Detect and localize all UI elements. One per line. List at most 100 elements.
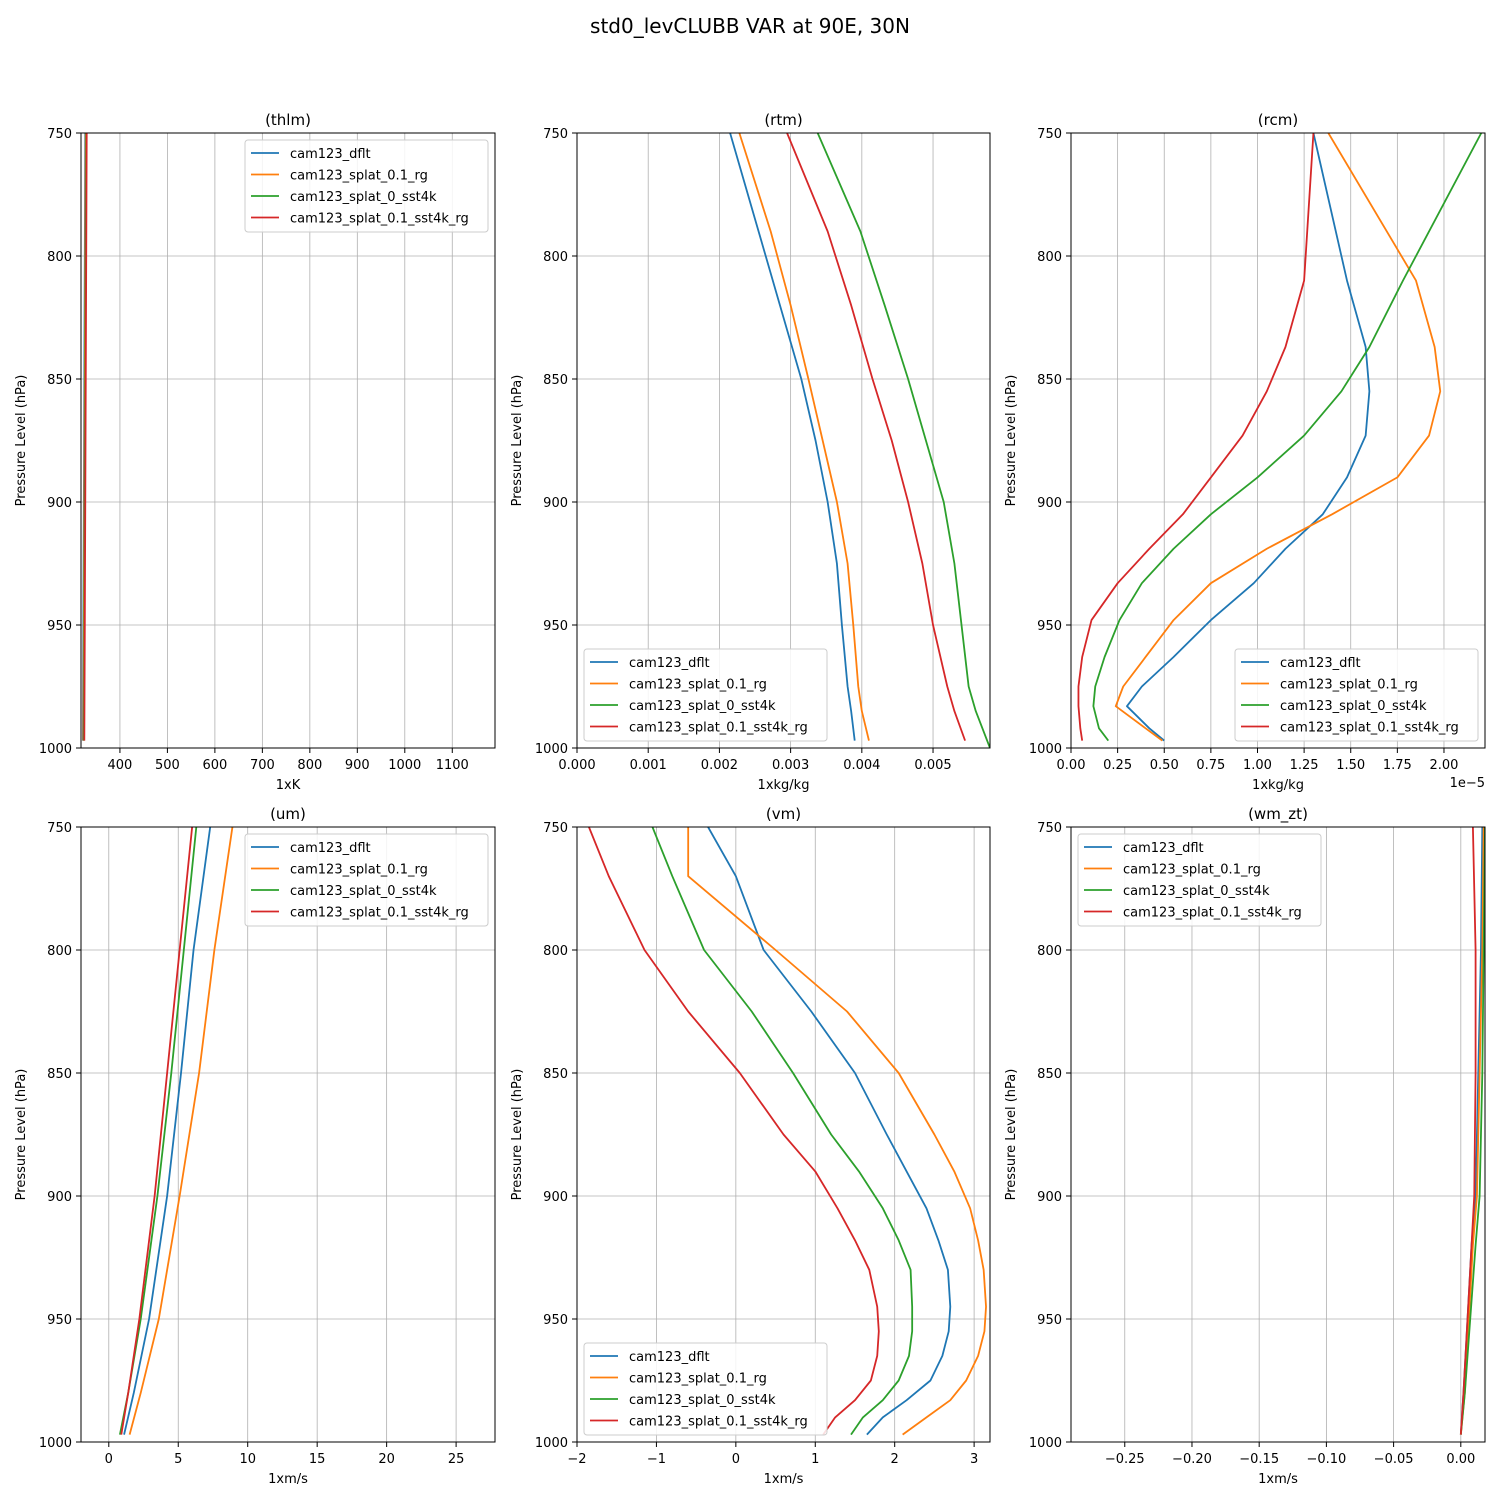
y-tick-label: 1000 (39, 742, 72, 757)
subplot-title: (wm_zt) (1248, 805, 1308, 824)
x-tick-label: 600 (202, 758, 227, 773)
legend-entry: cam123_splat_0.1_sst4k_rg (629, 721, 808, 736)
x-tick-label: 1 (811, 1452, 819, 1467)
series-line-cam123_splat_0.1_sst4k_rg (1459, 827, 1477, 1435)
legend-box (583, 648, 828, 742)
x-tick-label: 0.002 (701, 758, 738, 773)
axes-frame (1070, 826, 1486, 1443)
subplot-title: (rcm) (1258, 111, 1298, 129)
legend-entry: cam123_splat_0_sst4k (1280, 699, 1427, 714)
x-tick-label: 15 (309, 1452, 326, 1467)
y-tick-label: 750 (1037, 821, 1062, 836)
y-axis-label: Pressure Level (hPa) (1004, 375, 1019, 507)
x-tick-label: 700 (250, 758, 275, 773)
subplot-title: (rtm) (764, 111, 802, 129)
series-line-cam123_dflt (707, 827, 952, 1436)
series-line-cam123_splat_0_sst4k (651, 827, 914, 1436)
y-tick-label: 800 (543, 250, 568, 265)
legend-entry: cam123_dflt (629, 1350, 710, 1365)
x-tick-label: 0.50 (1150, 758, 1179, 773)
legend-entry: cam123_splat_0.1_rg (290, 863, 428, 878)
y-tick-label: 750 (543, 127, 568, 142)
series-line-cam123_splat_0_sst4k (1459, 827, 1485, 1435)
y-axis-label: Pressure Level (hPa) (1004, 1069, 1019, 1201)
legend-entry: cam123_splat_0.1_rg (629, 1372, 767, 1387)
y-tick-label: 900 (1037, 496, 1062, 511)
figure-title: std0_levCLUBB VAR at 90E, 30N (590, 14, 910, 38)
legend-entry: cam123_dflt (290, 147, 371, 162)
y-tick-label: 1000 (39, 1436, 72, 1451)
y-tick-label: 900 (47, 1190, 72, 1205)
legend-entry: cam123_dflt (290, 841, 371, 856)
x-tick-label: 0.25 (1103, 758, 1132, 773)
legend: cam123_dflt cam123_splat_0.1_rg cam123_spl… (1077, 833, 1322, 927)
legend-entry: cam123_splat_0_sst4k (290, 190, 437, 205)
x-tick-label: 0.000 (558, 758, 595, 773)
x-tick-label: −0.25 (1105, 1452, 1145, 1467)
y-axis-label: Pressure Level (hPa) (510, 375, 525, 507)
series-line-cam123_splat_0_sst4k (1092, 133, 1483, 742)
x-tick-label: −1 (647, 1452, 666, 1467)
y-tick-label: 850 (543, 1067, 568, 1082)
x-tick-label: 0.005 (914, 758, 951, 773)
x-tick-label: 10 (239, 1452, 256, 1467)
axes-frame (576, 826, 991, 1443)
x-tick-label: 500 (155, 758, 180, 773)
legend-entry: cam123_splat_0.1_sst4k_rg (290, 906, 469, 921)
x-axis-label: 1xkg/kg (758, 778, 810, 793)
legend-entry: cam123_splat_0.1_rg (629, 678, 767, 693)
x-offset-text: 1e−5 (1450, 776, 1485, 791)
y-tick-label: 750 (47, 821, 72, 836)
x-tick-label: 800 (297, 758, 322, 773)
series-line-cam123_splat_0.1_rg (1114, 133, 1442, 742)
x-tick-label: 0 (105, 1452, 113, 1467)
subplot-rtm: 0.000 0.001 0.002 0.003 0.004 0.005 750 800 850 9… (510, 111, 991, 793)
y-tick-label: 800 (543, 944, 568, 959)
y-tick-label: 750 (47, 127, 72, 142)
series-line-cam123_splat_0.1_sst4k_rg (1077, 133, 1315, 741)
legend: cam123_dflt cam123_splat_0.1_rg cam123_spl… (583, 1342, 828, 1436)
legend-entry: cam123_splat_0.1_rg (1280, 678, 1418, 693)
y-tick-label: 750 (1037, 127, 1062, 142)
y-tick-label: 900 (543, 1190, 568, 1205)
y-tick-label: 950 (47, 619, 72, 634)
x-tick-label: 1100 (436, 758, 469, 773)
subplot-vm: −2 −1 0 1 2 3 750 800 850 900 950 1000 1xm/s Pressure… (510, 805, 991, 1487)
y-tick-label: 900 (543, 496, 568, 511)
series-line-cam123_splat_0_sst4k (816, 133, 990, 748)
x-tick-label: 0.003 (772, 758, 809, 773)
axes-frame (80, 826, 496, 1443)
y-tick-label: 1000 (1029, 742, 1062, 757)
x-tick-label: 25 (448, 1452, 465, 1467)
x-tick-label: 20 (378, 1452, 395, 1467)
legend-entry: cam123_splat_0_sst4k (290, 884, 437, 899)
y-tick-label: 950 (1037, 1313, 1062, 1328)
y-tick-label: 1000 (1029, 1436, 1062, 1451)
y-tick-label: 850 (543, 373, 568, 388)
series-line-cam123_splat_0.1_rg (128, 827, 234, 1435)
legend-box (583, 1342, 828, 1436)
axes-frame (576, 132, 991, 749)
legend-box (1077, 833, 1322, 927)
legend-entry: cam123_dflt (1123, 841, 1204, 856)
x-tick-label: 2.00 (1429, 758, 1458, 773)
x-tick-label: 0 (732, 1452, 740, 1467)
y-axis-label: Pressure Level (hPa) (14, 375, 29, 507)
legend-entry: cam123_splat_0_sst4k (629, 699, 776, 714)
y-tick-label: 950 (543, 1313, 568, 1328)
legend-box (1234, 648, 1479, 742)
x-tick-label: 400 (108, 758, 133, 773)
y-tick-label: 800 (47, 944, 72, 959)
legend-entry: cam123_splat_0.1_sst4k_rg (1123, 906, 1302, 921)
series-line-cam123_dflt (123, 827, 212, 1435)
subplot-title: (um) (270, 805, 306, 823)
x-tick-label: −0.20 (1172, 1452, 1212, 1467)
x-tick-label: 1.75 (1383, 758, 1412, 773)
x-tick-label: 2 (891, 1452, 899, 1467)
y-axis-label: Pressure Level (hPa) (510, 1069, 525, 1201)
legend-entry: cam123_splat_0.1_rg (290, 169, 428, 184)
legend: cam123_dflt cam123_splat_0.1_rg cam123_spl… (244, 139, 489, 233)
legend-box (244, 139, 489, 233)
